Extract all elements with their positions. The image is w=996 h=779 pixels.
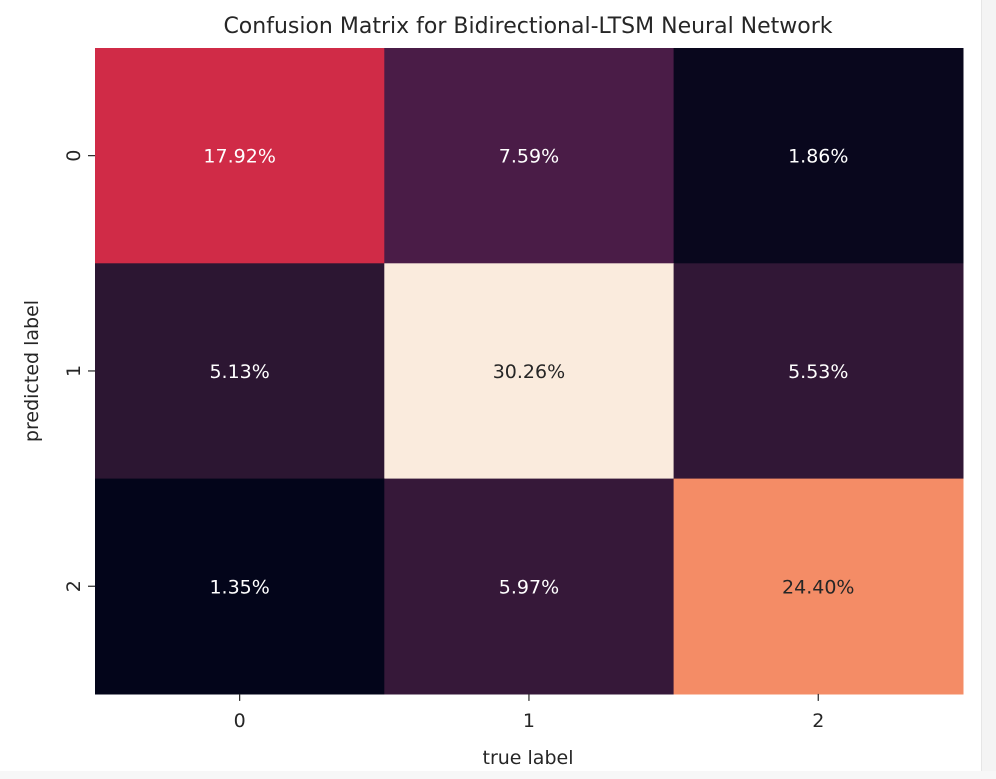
heatmap-cell-r1-c2 <box>673 263 964 480</box>
window-edge-right <box>981 0 996 779</box>
heatmap-cell-r1-c0 <box>95 263 385 480</box>
heatmap-cell-r0-c1 <box>384 48 675 264</box>
cell-value-label-r0-c0: 17.92% <box>203 146 275 168</box>
x-tick-label-0: 0 <box>234 710 246 732</box>
cell-value-label-r0-c2: 1.86% <box>788 146 848 168</box>
chart-title: Confusion Matrix for Bidirectional-LTSM … <box>223 14 832 39</box>
heatmap-cell-r0-c0 <box>95 48 385 264</box>
heatmap-cell-r2-c2 <box>673 478 964 695</box>
cell-value-label-r1-c1: 30.26% <box>493 361 565 383</box>
y-tick-label-1: 1 <box>63 365 85 377</box>
y-axis-ticks: 0 1 2 <box>63 150 95 592</box>
heatmap-cells: 17.92% 7.59% 1.86% 5.13% 30.26% 5.53% 1.35% 5.9… <box>95 48 964 695</box>
cell-value-label-r1-c2: 5.53% <box>788 361 848 383</box>
y-axis-label: predicted label <box>21 300 43 442</box>
heatmap-cell-r2-c0 <box>95 478 385 695</box>
window-edge-bottom <box>0 771 996 779</box>
x-axis-label: true label <box>483 747 574 769</box>
heatmap-cell-r2-c1 <box>384 478 675 695</box>
x-tick-label-1: 1 <box>523 710 535 732</box>
x-axis-ticks: 0 1 2 <box>234 693 824 732</box>
y-tick-label-0: 0 <box>63 150 85 162</box>
cell-value-label-r2-c1: 5.97% <box>499 576 559 598</box>
x-tick-label-2: 2 <box>812 710 824 732</box>
heatmap-cell-r0-c2 <box>673 48 964 264</box>
cell-value-label-r0-c1: 7.59% <box>499 146 559 168</box>
y-tick-label-2: 2 <box>63 580 85 592</box>
cell-value-label-r1-c0: 5.13% <box>209 361 269 383</box>
cell-value-label-r2-c0: 1.35% <box>209 576 269 598</box>
heatmap-cell-r1-c1 <box>384 263 675 480</box>
cell-value-label-r2-c2: 24.40% <box>782 576 854 598</box>
